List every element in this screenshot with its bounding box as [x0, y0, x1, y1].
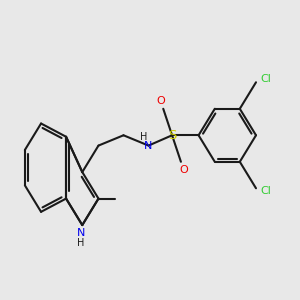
Text: Cl: Cl	[261, 74, 272, 84]
Text: Cl: Cl	[261, 186, 272, 196]
Text: N: N	[144, 141, 153, 151]
Text: H: H	[140, 132, 147, 142]
Text: H: H	[77, 238, 85, 248]
Text: S: S	[168, 129, 176, 142]
Text: N: N	[76, 228, 85, 238]
Text: O: O	[157, 95, 165, 106]
Text: O: O	[179, 165, 188, 175]
